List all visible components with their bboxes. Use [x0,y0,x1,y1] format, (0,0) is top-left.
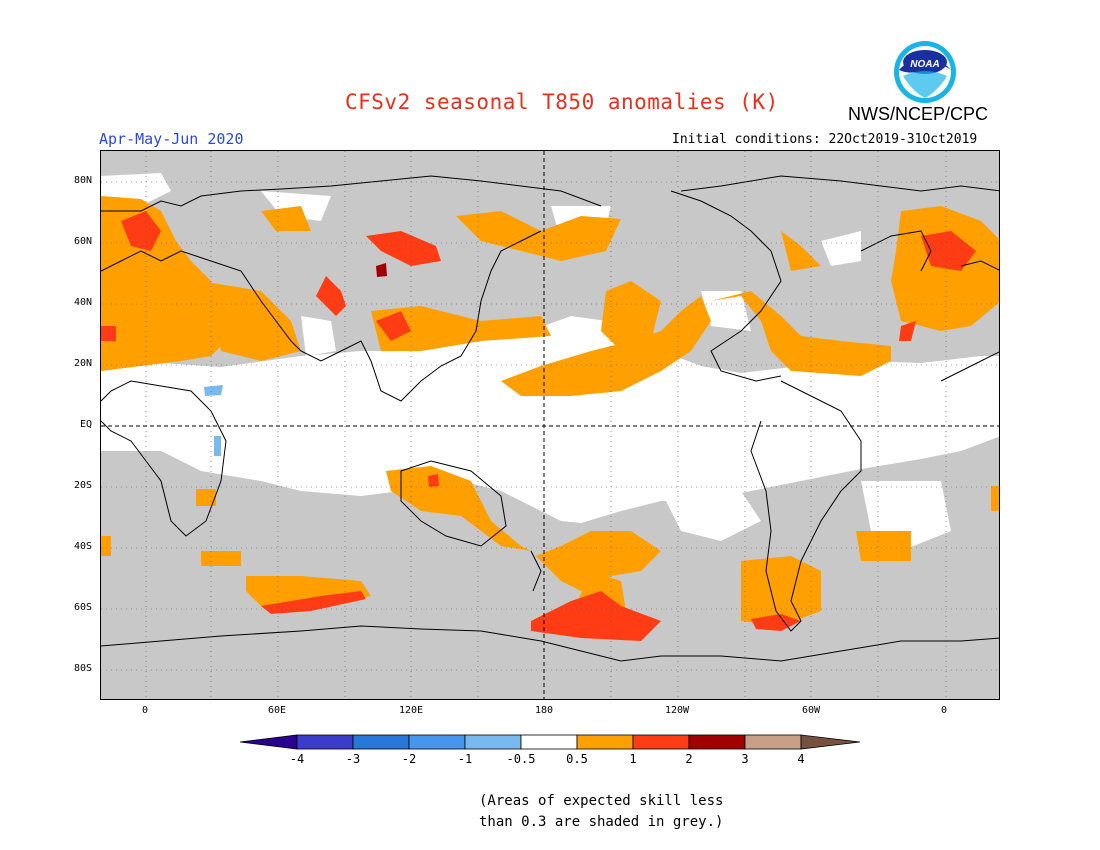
map-title: CFSv2 seasonal T850 anomalies (K) [345,90,779,114]
legend-label: 1 [629,752,637,766]
white-patch-north-2 [261,191,331,221]
lat-label: EQ [80,419,93,430]
legend-label: 0.5 [566,752,588,766]
map-canvas [101,151,999,699]
lat-label: 60N [74,236,93,247]
season-label: Apr-May-Jun 2020 [99,130,244,148]
lon-label: 60E [267,705,287,716]
dark-red-anomaly [376,263,387,277]
lat-label: 40S [74,541,93,552]
legend-label: 4 [797,752,805,766]
legend-label: -3 [345,752,361,766]
legend-label: -1 [457,752,473,766]
initial-conditions-label: Initial conditions: 22Oct2019-31Oct2019 [672,132,978,147]
noaa-logo: NOAA [894,41,956,103]
skill-note-line-1: (Areas of expected skill less [479,793,724,809]
skill-note-line-2: than 0.3 are shaded in grey.) [479,814,724,830]
skill-note: (Areas of expected skill less than 0.3 a… [479,791,723,833]
colorbar [240,734,861,750]
orange-anomalies [101,196,999,626]
logo-text: NOAA [910,59,939,70]
lat-label: 60S [74,602,93,613]
lat-label: 80N [74,175,93,186]
white-patch-south-pacific [661,491,761,541]
legend-label: -2 [401,752,417,766]
legend-label: -4 [289,752,305,766]
coastlines [101,175,999,662]
graticule [101,151,999,699]
white-band-tropics [101,316,999,523]
lat-label: 80S [74,663,93,674]
white-patch-north-5 [821,231,861,266]
lon-label: 120W [664,705,690,716]
legend-label: -0.5 [506,752,536,766]
lat-label: 20S [74,480,93,491]
lon-label: 0 [141,705,149,716]
lon-label: 0 [940,705,948,716]
red-anomalies [101,211,976,641]
blue-anomalies [204,385,223,456]
legend-label: 2 [685,752,693,766]
agency-label: NWS/NCEP/CPC [848,104,989,124]
lon-label: 180 [534,705,554,716]
lon-label: 60W [801,705,821,716]
anomaly-map [100,150,1000,700]
legend-label: 3 [741,752,749,766]
lat-label: 40N [74,297,93,308]
white-patch-north-4 [701,291,751,331]
lat-label: 20N [74,358,93,369]
lon-label: 120E [398,705,424,716]
white-patch-north-6 [301,316,336,356]
